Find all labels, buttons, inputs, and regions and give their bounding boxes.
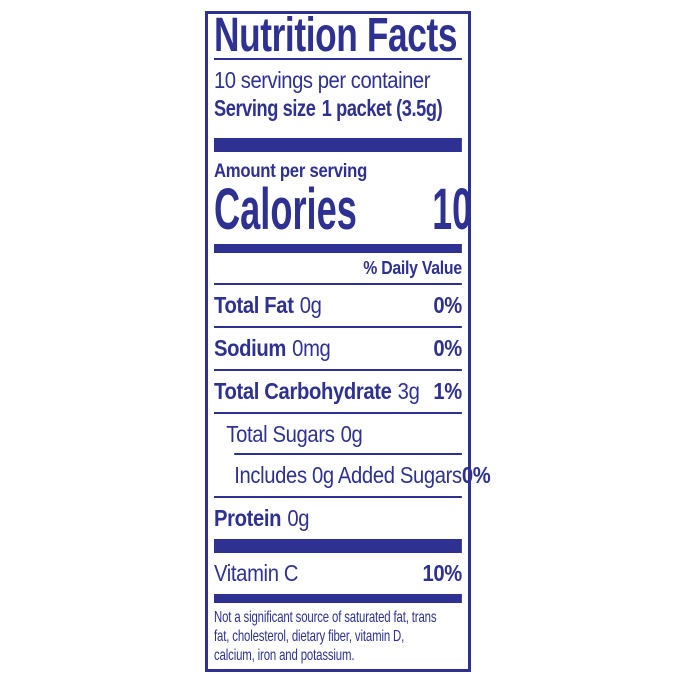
nutrient-amount: 3g (397, 378, 420, 404)
nutrient-row-total-fat: Total Fat 0g 0% (214, 285, 462, 328)
daily-value-header: % Daily Value (363, 258, 462, 278)
daily-value-divider (214, 283, 462, 285)
nutrient-amount: 0g (340, 421, 363, 447)
nutrient-name: Total Carbohydrate 3g (214, 378, 420, 404)
nutrient-row-total-carbohydrate: Total Carbohydrate 3g 1% (214, 371, 462, 414)
footnote-line: fat, cholesterol, dietary fiber, vitamin… (214, 628, 405, 645)
servings-per-container: 10 servings per container (214, 67, 431, 93)
panel-title-row: Nutrition Facts (214, 9, 462, 62)
title-divider (214, 58, 462, 60)
nutrient-amount: 0g (299, 292, 322, 318)
serving-size-label: Serving size (214, 95, 316, 121)
nutrient-dv: 10% (422, 560, 462, 586)
nutrient-name: Total Sugars 0g (226, 421, 363, 447)
nutrient-name: Includes 0g Added Sugars (234, 462, 462, 488)
section-bar-bottom (214, 539, 462, 553)
nutrition-facts-panel: Nutrition Facts 10 servings per containe… (205, 9, 491, 672)
panel-content: Nutrition Facts 10 servings per containe… (214, 9, 491, 665)
calories-value: 10 (432, 177, 472, 242)
nutrient-dv: 1% (433, 378, 462, 404)
section-bar-top (214, 138, 462, 152)
nutrient-row-sodium: Sodium 0mg 0% (214, 328, 462, 371)
nutrient-name: Protein 0g (214, 505, 310, 531)
footnote: Not a significant source of saturated fa… (214, 608, 462, 665)
serving-size-row: Serving size 1 packet (3.5g) (214, 94, 462, 122)
amount-per-serving-label: Amount per serving (214, 161, 368, 182)
footnote-line: Not a significant source of saturated fa… (214, 609, 437, 626)
nutrient-row-total-sugars: Total Sugars 0g (214, 414, 462, 453)
nutrient-amount: 0mg (292, 335, 331, 361)
panel-title: Nutrition Facts (214, 9, 458, 62)
calories-label: Calories (214, 177, 357, 242)
nutrient-dv: 0% (433, 292, 462, 318)
nutrient-name: Total Fat 0g (214, 292, 322, 318)
calories-divider-bar (214, 244, 462, 253)
nutrient-dv: 0% (461, 462, 491, 488)
nutrient-row-protein: Protein 0g (214, 498, 462, 539)
vitamin-divider-bar (214, 594, 462, 603)
footnote-line: calcium, iron and potassium. (214, 647, 355, 664)
serving-size-value: 1 packet (3.5g) (321, 95, 443, 121)
nutrient-row-added-sugars: Includes 0g Added Sugars 0% (214, 455, 491, 498)
total-sugars-divider (234, 453, 462, 455)
nutrient-name: Sodium 0mg (214, 335, 331, 361)
nutrient-dv: 0% (433, 335, 462, 361)
calories-row: Calories 10 (214, 177, 472, 242)
nutrient-amount: 0g (287, 505, 310, 531)
nutrient-name: Vitamin C (214, 560, 299, 586)
nutrient-row-vitamin-c: Vitamin C 10% (214, 553, 462, 594)
